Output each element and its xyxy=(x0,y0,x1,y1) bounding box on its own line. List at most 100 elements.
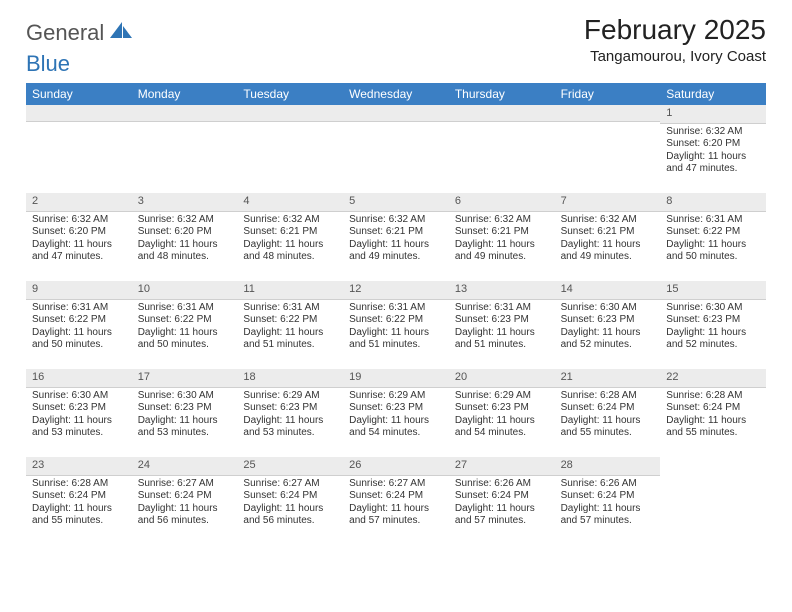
sunset-text: Sunset: 6:23 PM xyxy=(138,402,232,415)
daylight-text: Daylight: 11 hours and 47 minutes. xyxy=(666,151,760,176)
weekday-header: Monday xyxy=(132,83,238,105)
day-details: Sunrise: 6:30 AMSunset: 6:23 PMDaylight:… xyxy=(26,388,132,444)
sunrise-text: Sunrise: 6:26 AM xyxy=(561,478,655,491)
sunset-text: Sunset: 6:23 PM xyxy=(32,402,126,415)
day-number: 14 xyxy=(555,281,661,300)
sunrise-text: Sunrise: 6:28 AM xyxy=(666,390,760,403)
day-number: 28 xyxy=(555,457,661,476)
sunrise-text: Sunrise: 6:29 AM xyxy=(349,390,443,403)
day-number: 16 xyxy=(26,369,132,388)
calendar-cell: 21Sunrise: 6:28 AMSunset: 6:24 PMDayligh… xyxy=(555,369,661,457)
day-details: Sunrise: 6:27 AMSunset: 6:24 PMDaylight:… xyxy=(343,476,449,532)
calendar-cell-empty xyxy=(132,105,238,193)
day-number xyxy=(449,105,555,122)
sunset-text: Sunset: 6:24 PM xyxy=(32,490,126,503)
calendar-cell-empty xyxy=(26,105,132,193)
weekday-header: Sunday xyxy=(26,83,132,105)
daylight-text: Daylight: 11 hours and 48 minutes. xyxy=(138,239,232,264)
day-number: 23 xyxy=(26,457,132,476)
calendar-cell: 15Sunrise: 6:30 AMSunset: 6:23 PMDayligh… xyxy=(660,281,766,369)
sunrise-text: Sunrise: 6:27 AM xyxy=(243,478,337,491)
day-number: 10 xyxy=(132,281,238,300)
daylight-text: Daylight: 11 hours and 49 minutes. xyxy=(349,239,443,264)
day-details: Sunrise: 6:26 AMSunset: 6:24 PMDaylight:… xyxy=(555,476,661,532)
sunrise-text: Sunrise: 6:29 AM xyxy=(455,390,549,403)
day-number: 12 xyxy=(343,281,449,300)
sunrise-text: Sunrise: 6:30 AM xyxy=(138,390,232,403)
logo: General xyxy=(26,14,132,46)
day-details: Sunrise: 6:29 AMSunset: 6:23 PMDaylight:… xyxy=(343,388,449,444)
daylight-text: Daylight: 11 hours and 53 minutes. xyxy=(32,415,126,440)
sunrise-text: Sunrise: 6:30 AM xyxy=(32,390,126,403)
daylight-text: Daylight: 11 hours and 50 minutes. xyxy=(138,327,232,352)
calendar-cell: 17 Sunrise: 6:30 AMSunset: 6:23 PMDayligh… xyxy=(132,369,238,457)
weekday-header: Friday xyxy=(555,83,661,105)
logo-word-general: General xyxy=(26,20,104,46)
sunrise-text: Sunrise: 6:28 AM xyxy=(561,390,655,403)
sunrise-text: Sunrise: 6:32 AM xyxy=(666,126,760,139)
sunset-text: Sunset: 6:23 PM xyxy=(455,314,549,327)
day-details: Sunrise: 6:32 AMSunset: 6:20 PMDaylight:… xyxy=(26,212,132,268)
sunrise-text: Sunrise: 6:31 AM xyxy=(243,302,337,315)
calendar-cell: 3Sunrise: 6:32 AMSunset: 6:20 PMDaylight… xyxy=(132,193,238,281)
daylight-text: Daylight: 11 hours and 56 minutes. xyxy=(138,503,232,528)
calendar-page: General February 2025 Tangamourou, Ivory… xyxy=(0,0,792,545)
calendar-cell: 14Sunrise: 6:30 AMSunset: 6:23 PMDayligh… xyxy=(555,281,661,369)
sunset-text: Sunset: 6:23 PM xyxy=(243,402,337,415)
sunrise-text: Sunrise: 6:31 AM xyxy=(138,302,232,315)
sunset-text: Sunset: 6:24 PM xyxy=(349,490,443,503)
day-number: 13 xyxy=(449,281,555,300)
weekday-header: Thursday xyxy=(449,83,555,105)
day-details: Sunrise: 6:27 AMSunset: 6:24 PMDaylight:… xyxy=(237,476,343,532)
weekday-header: Tuesday xyxy=(237,83,343,105)
weekday-header: Wednesday xyxy=(343,83,449,105)
day-number: 20 xyxy=(449,369,555,388)
calendar-cell-empty xyxy=(660,457,766,545)
calendar-cell: 16Sunrise: 6:30 AMSunset: 6:23 PMDayligh… xyxy=(26,369,132,457)
calendar-cell: 19Sunrise: 6:29 AMSunset: 6:23 PMDayligh… xyxy=(343,369,449,457)
daylight-text: Daylight: 11 hours and 47 minutes. xyxy=(32,239,126,264)
calendar-cell-empty xyxy=(343,105,449,193)
calendar-cell: 23Sunrise: 6:28 AMSunset: 6:24 PMDayligh… xyxy=(26,457,132,545)
day-details: Sunrise: 6:32 AMSunset: 6:21 PMDaylight:… xyxy=(343,212,449,268)
weekday-header-row: SundayMondayTuesdayWednesdayThursdayFrid… xyxy=(26,83,766,105)
day-number: 4 xyxy=(237,193,343,212)
calendar-cell: 18Sunrise: 6:29 AMSunset: 6:23 PMDayligh… xyxy=(237,369,343,457)
day-number: 6 xyxy=(449,193,555,212)
sunrise-text: Sunrise: 6:30 AM xyxy=(666,302,760,315)
day-number: 8 xyxy=(660,193,766,212)
day-details: Sunrise: 6:32 AMSunset: 6:21 PMDaylight:… xyxy=(555,212,661,268)
day-number: 2 xyxy=(26,193,132,212)
daylight-text: Daylight: 11 hours and 57 minutes. xyxy=(349,503,443,528)
sunrise-text: Sunrise: 6:26 AM xyxy=(455,478,549,491)
day-number: 27 xyxy=(449,457,555,476)
calendar-grid: 1Sunrise: 6:32 AMSunset: 6:20 PMDaylight… xyxy=(26,105,766,545)
sunrise-text: Sunrise: 6:32 AM xyxy=(138,214,232,227)
calendar-cell-empty xyxy=(449,105,555,193)
day-details: Sunrise: 6:32 AMSunset: 6:20 PMDaylight:… xyxy=(660,124,766,180)
calendar-cell-empty xyxy=(237,105,343,193)
sunset-text: Sunset: 6:20 PM xyxy=(666,138,760,151)
sunrise-text: Sunrise: 6:31 AM xyxy=(32,302,126,315)
calendar-cell: 12Sunrise: 6:31 AMSunset: 6:22 PMDayligh… xyxy=(343,281,449,369)
calendar-cell: 28Sunrise: 6:26 AMSunset: 6:24 PMDayligh… xyxy=(555,457,661,545)
day-details: Sunrise: 6:30 AMSunset: 6:23 PMDaylight:… xyxy=(555,300,661,356)
day-number: 17 xyxy=(132,369,238,388)
sunset-text: Sunset: 6:23 PM xyxy=(455,402,549,415)
sunrise-text: Sunrise: 6:32 AM xyxy=(349,214,443,227)
sunset-text: Sunset: 6:24 PM xyxy=(561,490,655,503)
sunrise-text: Sunrise: 6:30 AM xyxy=(561,302,655,315)
day-number: 15 xyxy=(660,281,766,300)
sunset-text: Sunset: 6:21 PM xyxy=(561,226,655,239)
daylight-text: Daylight: 11 hours and 53 minutes. xyxy=(138,415,232,440)
sunset-text: Sunset: 6:22 PM xyxy=(138,314,232,327)
calendar-cell: 9Sunrise: 6:31 AMSunset: 6:22 PMDaylight… xyxy=(26,281,132,369)
day-details: Sunrise: 6:28 AMSunset: 6:24 PMDaylight:… xyxy=(26,476,132,532)
sunrise-text: Sunrise: 6:29 AM xyxy=(243,390,337,403)
day-details: Sunrise: 6:29 AMSunset: 6:23 PMDaylight:… xyxy=(237,388,343,444)
sunset-text: Sunset: 6:22 PM xyxy=(243,314,337,327)
sunrise-text: Sunrise: 6:32 AM xyxy=(455,214,549,227)
daylight-text: Daylight: 11 hours and 55 minutes. xyxy=(666,415,760,440)
day-details: Sunrise: 6:27 AMSunset: 6:24 PMDaylight:… xyxy=(132,476,238,532)
logo-word-blue: Blue xyxy=(26,51,766,77)
